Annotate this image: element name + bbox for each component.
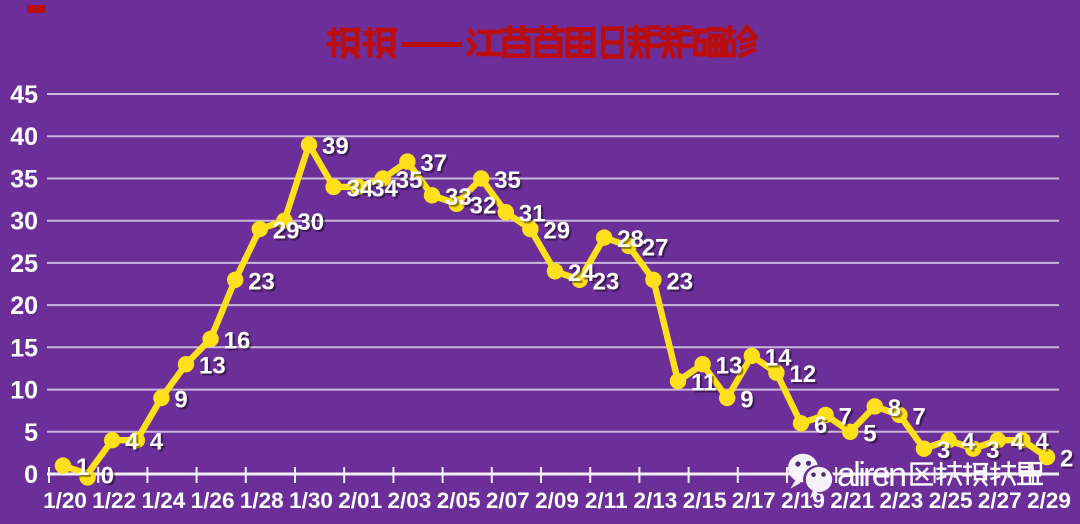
svg-text:1/20: 1/20 [43,488,87,513]
svg-text:11: 11 [691,370,716,397]
svg-text:2/17: 2/17 [732,488,776,513]
svg-text:3: 3 [937,437,950,464]
svg-text:7: 7 [839,403,852,430]
svg-text:1/28: 1/28 [240,488,284,513]
svg-text:37: 37 [420,150,447,177]
svg-text:24: 24 [568,260,595,287]
svg-text:5: 5 [863,420,876,447]
svg-text:2/01: 2/01 [338,488,382,513]
svg-text:35: 35 [10,166,38,194]
svg-text:2/13: 2/13 [634,488,678,513]
svg-text:1/24: 1/24 [142,488,186,513]
svg-text:29: 29 [543,218,570,245]
svg-text:32: 32 [470,192,497,219]
svg-text:39: 39 [322,133,349,160]
svg-text:13: 13 [199,353,226,380]
svg-text:25: 25 [10,250,38,278]
svg-text:3: 3 [986,437,999,464]
svg-text:34: 34 [371,175,398,202]
svg-text:2/27: 2/27 [978,488,1022,513]
svg-text:9: 9 [174,387,187,414]
svg-text:35: 35 [396,167,423,194]
svg-text:40: 40 [10,123,38,151]
svg-text:35: 35 [494,167,521,194]
svg-text:8: 8 [888,395,901,422]
svg-text:6: 6 [814,412,827,439]
svg-text:2/03: 2/03 [388,488,432,513]
svg-text:2: 2 [1060,446,1073,473]
svg-text:31: 31 [519,201,546,228]
svg-text:30: 30 [297,209,324,236]
svg-text:23: 23 [248,268,275,295]
svg-text:4: 4 [125,429,139,456]
svg-text:20: 20 [10,292,38,320]
svg-text:45: 45 [10,81,38,109]
svg-text:9: 9 [740,387,753,414]
svg-text:29: 29 [273,218,300,245]
svg-text:1: 1 [76,454,89,481]
svg-text:1/26: 1/26 [191,488,235,513]
svg-text:28: 28 [617,226,644,253]
svg-text:1/30: 1/30 [289,488,333,513]
svg-text:2/25: 2/25 [929,488,973,513]
svg-text:12: 12 [789,361,816,388]
svg-text:2/11: 2/11 [585,488,628,513]
svg-text:23: 23 [666,268,693,295]
svg-text:2/09: 2/09 [535,488,579,513]
svg-text:2/05: 2/05 [437,488,481,513]
svg-text:30: 30 [10,208,38,236]
svg-text:27: 27 [642,235,669,262]
svg-text:2/15: 2/15 [683,488,727,513]
svg-text:0: 0 [24,461,38,489]
svg-text:4: 4 [150,429,164,456]
svg-text:23: 23 [593,268,620,295]
svg-text:14: 14 [765,344,792,371]
svg-text:4: 4 [1035,429,1049,456]
svg-text:1/22: 1/22 [92,488,136,513]
svg-text:33: 33 [445,184,472,211]
svg-text:13: 13 [716,353,743,380]
svg-text:7: 7 [912,403,925,430]
svg-text:0: 0 [101,463,114,490]
svg-text:16: 16 [224,327,251,354]
svg-text:2/21: 2/21 [830,488,874,513]
svg-text:10: 10 [10,377,38,405]
svg-text:5: 5 [24,419,38,447]
svg-text:15: 15 [10,334,38,362]
svg-text:4: 4 [962,429,976,456]
svg-text:aliren: aliren [837,456,907,494]
svg-text:2/29: 2/29 [1027,488,1071,513]
svg-text:34: 34 [347,175,374,202]
svg-text:2/23: 2/23 [880,488,924,513]
svg-text:4: 4 [1011,429,1025,456]
svg-text:2/07: 2/07 [486,488,530,513]
